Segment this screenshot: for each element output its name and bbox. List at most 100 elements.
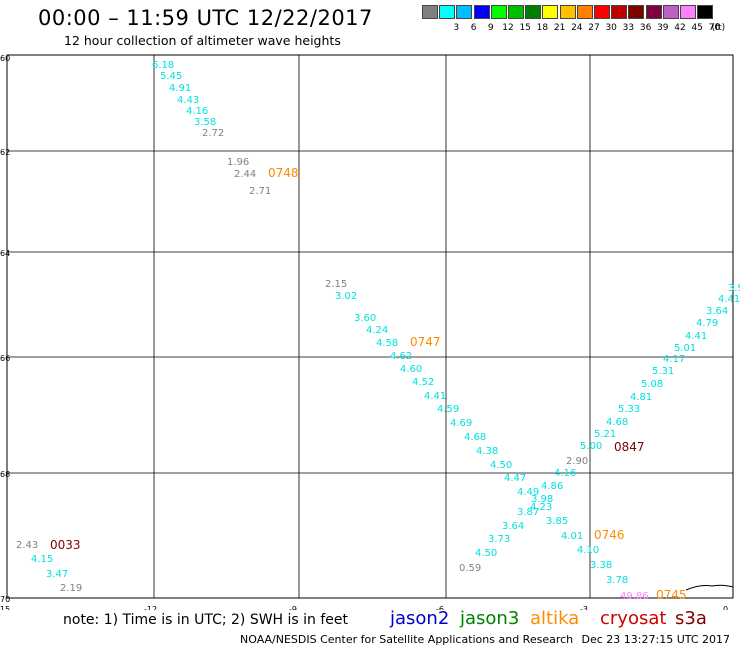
- lon-tick-label: -6: [436, 605, 444, 610]
- colorbar-label: 3: [453, 23, 460, 33]
- swh-label: 5.00: [580, 441, 602, 452]
- colorbar-label: 27: [588, 23, 600, 33]
- time-label: 0745: [656, 588, 687, 602]
- colorbar-label: 70: [708, 23, 721, 33]
- colorbar-label: 36: [639, 23, 652, 33]
- swh-label: 4.68: [606, 417, 628, 428]
- colorbar-swatch: [697, 5, 714, 19]
- swh-label: 3.98: [531, 494, 553, 505]
- satellite-jason2: jason2: [390, 608, 450, 629]
- colorbar-swatch: [542, 5, 559, 19]
- swh-label: 3.64: [502, 521, 524, 532]
- colorbar-label: 9: [487, 23, 494, 33]
- swh-label: 4.43: [177, 95, 199, 106]
- swh-label: 2.43: [16, 540, 38, 551]
- map-title: 00:00 – 11:59 UTC 12/22/2017: [38, 6, 373, 30]
- lat-tick-label: 70: [0, 595, 10, 604]
- colorbar-swatch: [456, 5, 473, 19]
- swh-label: 3.64: [706, 306, 728, 317]
- swh-label: 49.86: [620, 591, 649, 602]
- swh-label: 4.15: [31, 554, 53, 565]
- lat-tick-label: 68: [0, 470, 10, 479]
- colorbar-swatch: [645, 5, 662, 19]
- swh-label: 2.72: [202, 128, 224, 139]
- swh-label: 4.50: [475, 548, 497, 559]
- colorbar-swatch: [439, 5, 456, 19]
- swh-label: 1.96: [227, 157, 249, 168]
- swh-label: 0.59: [459, 563, 481, 574]
- altimeter-map: 606264666870-15-12-9-6-306.185.454.914.4…: [0, 54, 740, 610]
- colorbar-swatch: [508, 5, 524, 19]
- swh-label: 4.79: [696, 318, 718, 329]
- swh-label: 4.62: [390, 351, 412, 362]
- colorbar-label: 15: [519, 23, 531, 33]
- swh-label: 5.01: [674, 343, 696, 354]
- swh-label: 6.18: [152, 60, 174, 71]
- colorbar-label: 45: [691, 23, 703, 33]
- swh-label: 4.17: [663, 354, 685, 365]
- lat-tick-label: 60: [0, 54, 10, 63]
- swh-label: 4.23: [530, 502, 552, 513]
- swh-label: 4.52: [412, 377, 434, 388]
- swh-label: 4.16: [554, 468, 576, 479]
- swh-label: 4.69: [450, 418, 472, 429]
- swh-label: 3.47: [46, 569, 68, 580]
- coastline: [685, 584, 734, 591]
- colorbar-swatch: [662, 5, 679, 19]
- swh-label: 4.49: [517, 487, 539, 498]
- swh-label: 3.85: [546, 516, 568, 527]
- colorbar-swatch: [490, 5, 507, 19]
- colorbar-label: 42: [674, 23, 686, 33]
- swh-label: 3.58: [194, 117, 216, 128]
- swh-label: 3.60: [354, 313, 376, 324]
- colorbar-swatch: [594, 5, 610, 19]
- swh-label: 5.33: [618, 404, 640, 415]
- swh-label: 5.45: [160, 71, 182, 82]
- swh-label: 3.73: [488, 534, 510, 545]
- colorbar-label: 6: [470, 23, 477, 33]
- satellite-cryosat: cryosat: [600, 608, 667, 629]
- time-label: 0748: [268, 166, 299, 180]
- generated-timestamp: Dec 23 13:27:15 UTC 2017: [581, 633, 730, 646]
- lat-tick-label: 62: [0, 148, 10, 157]
- footer-bar: NOAA/NESDIS Center for Satellite Applica…: [240, 633, 730, 646]
- swh-label: 4.47: [504, 473, 526, 484]
- swh-label: 5.21: [594, 429, 616, 440]
- colorbar-label: 21: [553, 23, 566, 33]
- lat-tick-label: 64: [0, 249, 10, 258]
- swh-label: 2.90: [566, 456, 588, 467]
- swh-label: 2.44: [234, 169, 256, 180]
- lat-tick-label: 66: [0, 354, 10, 363]
- swh-label: 2.15: [325, 279, 347, 290]
- swh-label: 4.38: [476, 446, 498, 457]
- swh-label: 4.01: [561, 531, 583, 542]
- swh-label: 4.41: [424, 391, 446, 402]
- swh-label: 3.9: [728, 283, 740, 294]
- colorbar-label: 18: [536, 23, 549, 33]
- swh-label: 4.24: [366, 325, 388, 336]
- swh-label: 3.02: [335, 291, 357, 302]
- colorbar-swatch: [559, 5, 576, 19]
- swh-label: 4.10: [577, 545, 599, 556]
- time-label: 0847: [614, 440, 645, 454]
- time-label: 0747: [410, 335, 441, 349]
- colorbar-swatch: [611, 5, 628, 19]
- satellite-altika: altika: [530, 608, 580, 629]
- colorbar-swatch: [473, 5, 490, 19]
- swh-label: 5.08: [641, 379, 663, 390]
- colorbar-label: 12: [502, 23, 514, 33]
- swh-label: 4.59: [437, 404, 459, 415]
- time-label: 0746: [594, 528, 625, 542]
- swh-label: 4.81: [630, 392, 652, 403]
- lon-tick-label: -9: [289, 605, 297, 610]
- units-note: note: 1) Time is in UTC; 2) SWH is in fe…: [63, 612, 349, 628]
- time-label: 0033: [50, 538, 81, 552]
- lon-tick-label: -3: [580, 605, 588, 610]
- swh-label: 4.68: [464, 432, 486, 443]
- colorbar-label: 24: [571, 23, 583, 33]
- credit-text: NOAA/NESDIS Center for Satellite Applica…: [240, 633, 574, 646]
- swh-label: 2.71: [249, 186, 271, 197]
- swh-label: 3.87: [517, 507, 539, 518]
- colorbar-swatch: [680, 5, 696, 19]
- colorbar-swatch: [628, 5, 645, 19]
